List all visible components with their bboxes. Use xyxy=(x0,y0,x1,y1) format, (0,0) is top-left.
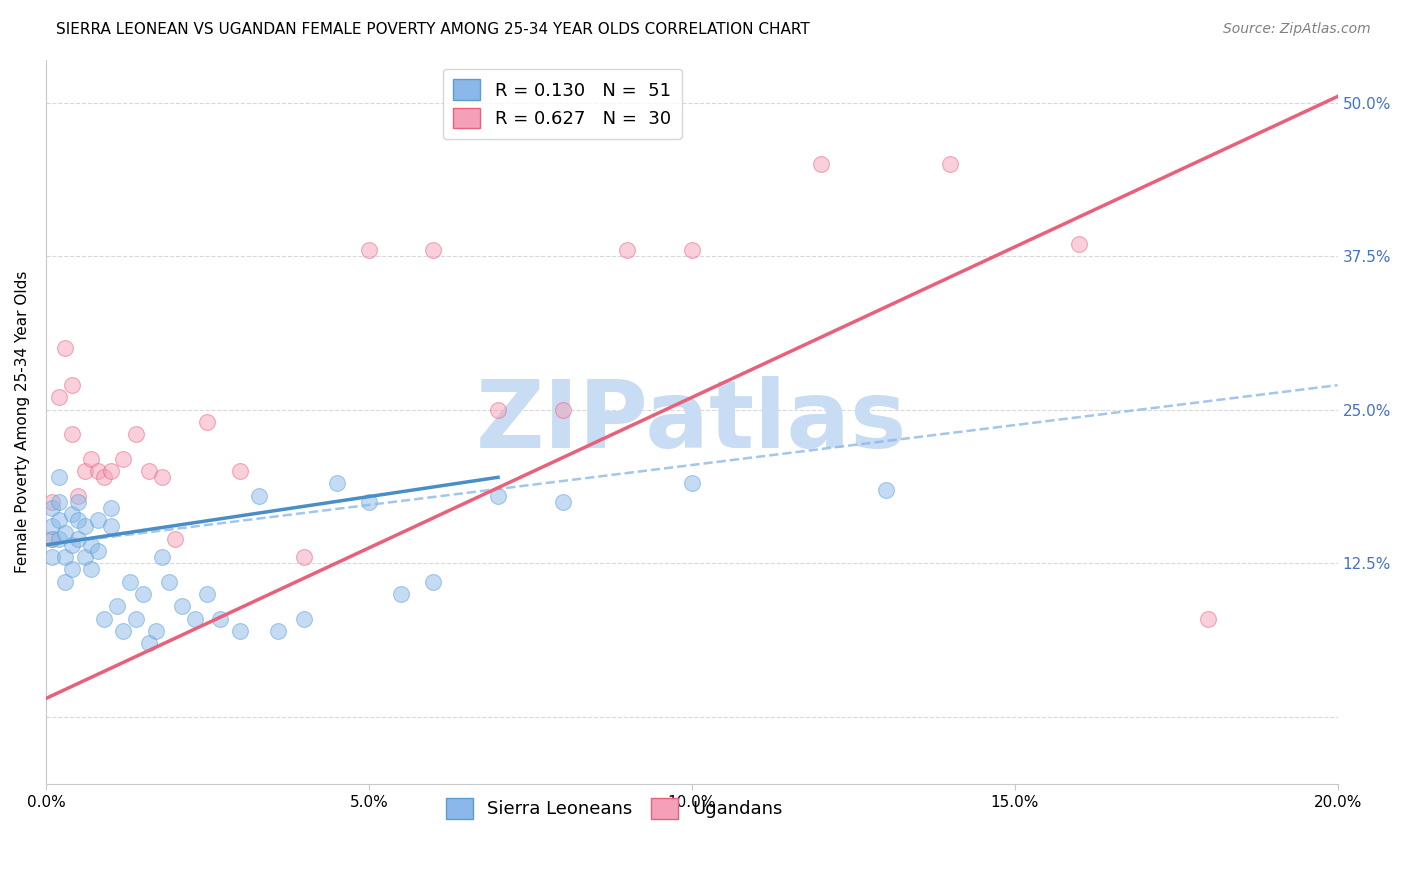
Point xyxy=(551,495,574,509)
Point xyxy=(80,562,103,576)
Point xyxy=(267,624,290,638)
Point xyxy=(422,574,444,589)
Point xyxy=(41,519,63,533)
Point xyxy=(486,402,509,417)
Point xyxy=(80,451,103,466)
Point xyxy=(209,611,232,625)
Point xyxy=(145,624,167,638)
Point xyxy=(138,636,160,650)
Legend: Sierra Leoneans, Ugandans: Sierra Leoneans, Ugandans xyxy=(439,791,790,826)
Point xyxy=(170,599,193,614)
Point xyxy=(93,470,115,484)
Point xyxy=(132,587,155,601)
Point xyxy=(80,538,103,552)
Point xyxy=(48,391,70,405)
Point xyxy=(60,378,83,392)
Point xyxy=(939,157,962,171)
Point xyxy=(247,489,270,503)
Point xyxy=(86,513,108,527)
Point xyxy=(60,507,83,521)
Point xyxy=(73,550,96,565)
Point xyxy=(53,574,76,589)
Point xyxy=(551,402,574,417)
Point xyxy=(48,495,70,509)
Point xyxy=(67,532,90,546)
Point xyxy=(292,611,315,625)
Point xyxy=(73,464,96,478)
Point xyxy=(1069,236,1091,251)
Point xyxy=(157,574,180,589)
Point xyxy=(67,489,90,503)
Point xyxy=(48,513,70,527)
Point xyxy=(112,451,135,466)
Point xyxy=(292,550,315,565)
Point xyxy=(48,532,70,546)
Point xyxy=(53,341,76,355)
Point xyxy=(150,470,173,484)
Text: Source: ZipAtlas.com: Source: ZipAtlas.com xyxy=(1223,22,1371,37)
Text: SIERRA LEONEAN VS UGANDAN FEMALE POVERTY AMONG 25-34 YEAR OLDS CORRELATION CHART: SIERRA LEONEAN VS UGANDAN FEMALE POVERTY… xyxy=(56,22,810,37)
Point xyxy=(138,464,160,478)
Point xyxy=(325,476,347,491)
Point xyxy=(357,243,380,257)
Point xyxy=(93,611,115,625)
Point xyxy=(60,427,83,442)
Point xyxy=(197,415,219,429)
Point xyxy=(41,501,63,516)
Point xyxy=(150,550,173,565)
Point xyxy=(53,550,76,565)
Point xyxy=(53,525,76,540)
Point xyxy=(112,624,135,638)
Point xyxy=(105,599,128,614)
Point xyxy=(86,544,108,558)
Point xyxy=(100,464,122,478)
Point xyxy=(165,532,187,546)
Point xyxy=(875,483,897,497)
Point xyxy=(389,587,412,601)
Point xyxy=(100,519,122,533)
Point xyxy=(118,574,141,589)
Point xyxy=(1198,611,1220,625)
Point xyxy=(681,476,703,491)
Point xyxy=(228,464,250,478)
Point xyxy=(41,532,63,546)
Point xyxy=(681,243,703,257)
Point xyxy=(357,495,380,509)
Point xyxy=(100,501,122,516)
Point xyxy=(60,538,83,552)
Point xyxy=(48,470,70,484)
Point xyxy=(67,495,90,509)
Point xyxy=(228,624,250,638)
Point xyxy=(422,243,444,257)
Point xyxy=(41,532,63,546)
Point xyxy=(86,464,108,478)
Point xyxy=(60,562,83,576)
Point xyxy=(810,157,832,171)
Point xyxy=(183,611,205,625)
Point xyxy=(486,489,509,503)
Point xyxy=(197,587,219,601)
Y-axis label: Female Poverty Among 25-34 Year Olds: Female Poverty Among 25-34 Year Olds xyxy=(15,271,30,574)
Point xyxy=(41,550,63,565)
Point xyxy=(67,513,90,527)
Text: ZIPatlas: ZIPatlas xyxy=(477,376,907,468)
Point xyxy=(616,243,638,257)
Point xyxy=(41,495,63,509)
Point xyxy=(73,519,96,533)
Point xyxy=(125,427,148,442)
Point xyxy=(125,611,148,625)
